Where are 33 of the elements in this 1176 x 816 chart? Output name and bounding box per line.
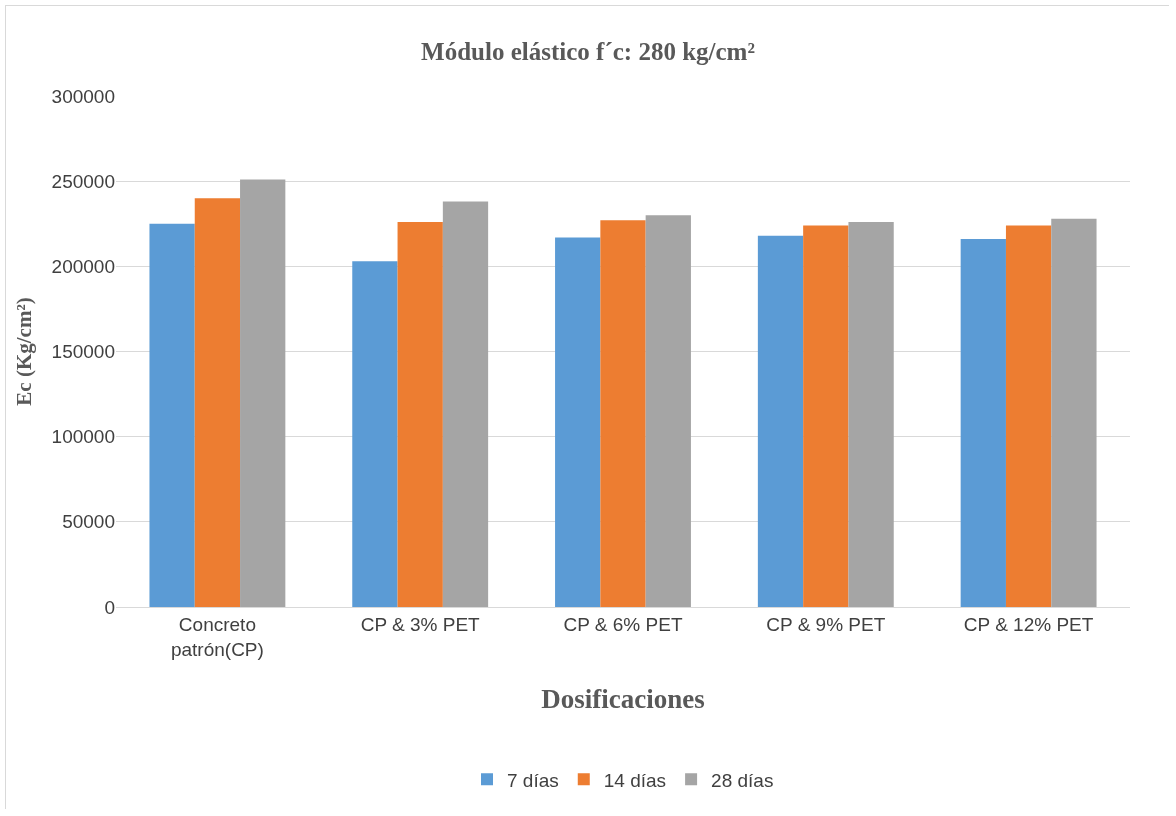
y-tick-label: 100000: [51, 426, 115, 448]
bar: [848, 222, 894, 607]
y-tick-label: 50000: [62, 511, 115, 533]
bar: [803, 225, 849, 607]
bar: [757, 235, 804, 607]
bar: [194, 198, 241, 607]
y-tick-label: 0: [104, 596, 115, 618]
chart-title: Módulo elástico f´c: 280 kg/cm²: [421, 37, 755, 65]
y-tick-label: 150000: [51, 341, 115, 363]
y-axis-title: Ec (Kg/cm²): [11, 297, 36, 406]
legend-label: 7 días: [507, 769, 559, 791]
x-tick-label: CP & 9% PET: [766, 613, 886, 635]
x-axis-title: Dosificaciones: [541, 683, 705, 714]
y-tick-label: 250000: [51, 170, 115, 192]
legend-label: 14 días: [603, 769, 667, 791]
bar: [645, 215, 691, 607]
bar: [442, 201, 489, 607]
x-tick-label: Concreto patrón(CP): [170, 613, 264, 660]
bar: [1051, 218, 1097, 607]
bar: [149, 223, 195, 607]
legend-label: 28 días: [711, 769, 774, 791]
bar: [240, 179, 286, 607]
bar: [600, 220, 646, 607]
bar: [397, 222, 443, 607]
y-tick-label: 200000: [51, 255, 115, 277]
bar: [960, 239, 1006, 607]
y-tick-label: 300000: [51, 85, 115, 107]
x-tick-label: CP & 6% PET: [563, 613, 683, 635]
x-tick-label: CP & 3% PET: [360, 613, 481, 635]
x-tick-label: CP & 12% PET: [963, 613, 1094, 635]
bar: [1005, 225, 1052, 607]
bar: [555, 237, 601, 607]
bar: [352, 261, 398, 607]
